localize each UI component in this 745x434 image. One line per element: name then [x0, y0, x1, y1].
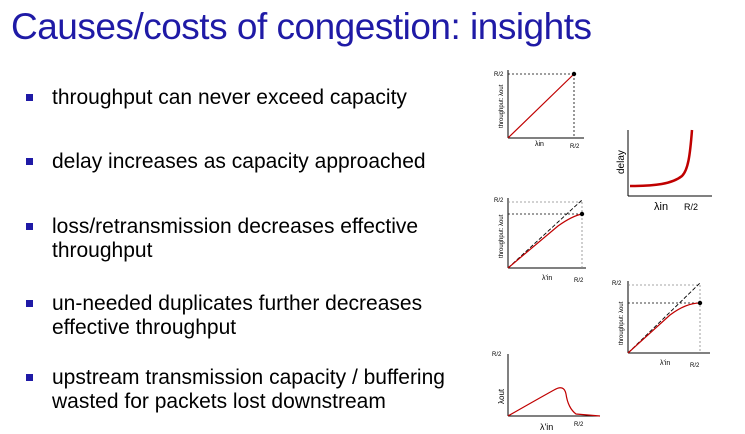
x-tick-label: R/2 [574, 278, 584, 284]
x-tick-label: R/2 [684, 202, 698, 212]
loss-throughput-chart: R/2 R/2 λ'in throughput: λout [494, 198, 586, 284]
y-axis-label: throughput: λout [619, 301, 625, 345]
bullet-text-cont: wasted for packets lost downstream [52, 390, 386, 413]
bullet-text-cont: throughput [52, 239, 153, 262]
bullet-text: upstream transmission capacity / bufferi… [52, 366, 445, 389]
x-axis-label: λin [654, 201, 668, 213]
y-tick-label: R/2 [494, 72, 504, 78]
bullet-marker [26, 223, 33, 230]
slide-title: Causes/costs of congestion: insights [11, 6, 592, 47]
y-axis-label: throughput: λout [499, 84, 505, 128]
x-axis-label: λ'in [540, 422, 553, 432]
throughput-curve [627, 302, 701, 354]
bullet-text: loss/retransmission decreases effective [52, 215, 419, 238]
y-tick-label: R/2 [492, 352, 502, 358]
bullet-text-cont: effective throughput [52, 316, 237, 339]
delay-chart: delay λin R/2 [616, 129, 712, 213]
y-tick-label: R/2 [612, 281, 622, 287]
bullet-text: un-needed duplicates further decreases [52, 292, 423, 315]
bullet-text: throughput can never exceed capacity [52, 86, 407, 109]
throughput-capacity-chart: R/2 R/2 λin throughput: λout [494, 70, 584, 150]
y-axis-label: delay [616, 150, 627, 174]
bullet-marker [26, 94, 33, 101]
y-axis-label: throughput: λout [499, 214, 505, 258]
x-tick-label: R/2 [690, 363, 700, 369]
delay-curve [629, 129, 694, 188]
effective-point [697, 300, 703, 306]
bullet-marker [26, 300, 33, 307]
ideal-line [507, 199, 583, 269]
y-axis-label: λout [497, 388, 506, 404]
throughput-curve [507, 213, 583, 269]
duplicates-throughput-chart: R/2 R/2 λ'in throughput: λout [612, 281, 710, 369]
x-axis-label: λ'in [660, 360, 670, 367]
x-axis-label: λ'in [542, 275, 552, 282]
y-tick-label: R/2 [494, 198, 504, 204]
ideal-line [627, 282, 701, 354]
collapse-chart: R/2 R/2 λ'in λout [492, 352, 601, 432]
x-tick-label: R/2 [570, 144, 580, 150]
bullet-marker [26, 374, 33, 381]
x-tick-label: R/2 [574, 422, 584, 428]
throughput-curve [507, 387, 601, 417]
x-axis-label: λin [535, 141, 544, 148]
bullet-text: delay increases as capacity approached [52, 150, 426, 173]
throughput-curve [507, 73, 575, 139]
effective-point [579, 211, 585, 217]
bullet-marker [26, 158, 33, 165]
capacity-point [571, 71, 577, 77]
